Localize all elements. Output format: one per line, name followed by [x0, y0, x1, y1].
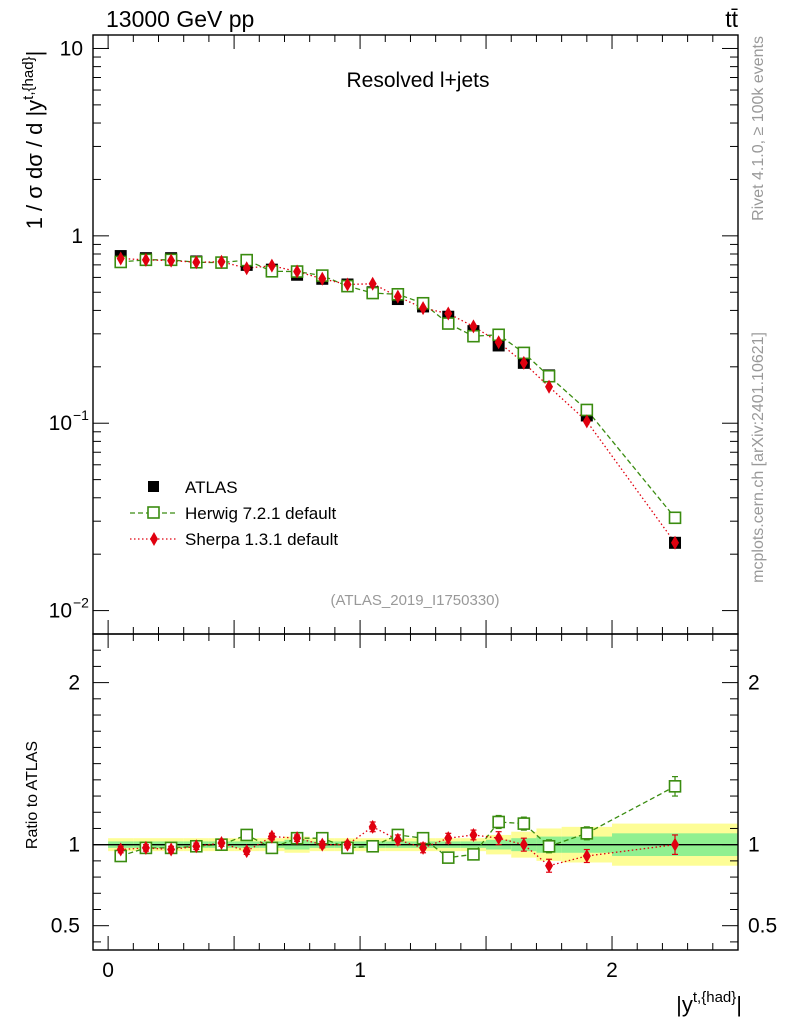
sherpa-main-point — [343, 277, 352, 292]
herwig-ratio-point — [467, 848, 480, 861]
process-label: tt̄ — [725, 6, 738, 32]
sherpa-main-point — [671, 535, 680, 550]
main-y-tick-label: 10 — [60, 37, 83, 60]
sherpa-ratio-point — [242, 844, 251, 859]
herwig-ratio-point — [441, 851, 455, 864]
x-tick-label: 2 — [606, 959, 618, 982]
sherpa-main-point — [217, 254, 226, 269]
sherpa-ratio-point — [671, 837, 680, 852]
sherpa-main-point — [582, 414, 591, 429]
main-y-tick-label: 10 — [49, 412, 72, 435]
sherpa-ratio-point — [116, 842, 125, 857]
x-tick-label: 0 — [102, 959, 114, 982]
svg-text:|yt,{had}|: |yt,{had}| — [676, 989, 742, 1017]
sherpa-ratio-point — [393, 832, 402, 847]
sherpa-main-point — [469, 319, 478, 334]
sherpa-ratio-point — [343, 837, 352, 852]
ratio-y-tick-label-right: 1 — [748, 834, 760, 857]
main-y-tick-label: 1 — [71, 225, 83, 248]
sherpa-main-point — [192, 255, 201, 270]
sherpa-ratio-point — [545, 858, 554, 873]
ratio-y-tick-label: 1 — [68, 834, 80, 857]
sherpa-main-point — [167, 253, 176, 268]
sherpa-main-point — [444, 306, 453, 321]
sherpa-ratio-point — [419, 840, 428, 855]
sherpa-ratio-point — [217, 836, 226, 851]
chart-title: Resolved l+jets — [347, 69, 490, 92]
sherpa-ratio-point — [141, 840, 150, 855]
sherpa-main-point — [494, 335, 503, 350]
sherpa-main-point — [267, 258, 276, 273]
ratio-frame — [92, 633, 739, 951]
herwig-main-point — [668, 511, 682, 525]
herwig-ratio-point — [517, 817, 531, 830]
sherpa-main-point — [545, 379, 554, 394]
legend-herwig-label: Herwig 7.2.1 default — [185, 504, 336, 523]
sherpa-main-point — [419, 301, 428, 316]
herwig-ratio-point — [580, 827, 594, 840]
sherpa-main-point — [242, 261, 251, 276]
ratio-y-tick-label: 0.5 — [51, 915, 80, 938]
sherpa-ratio-point — [167, 842, 176, 857]
rivet-label: Rivet 4.1.0, ≥ 100k events — [750, 36, 767, 221]
x-tick-label: 1 — [354, 959, 366, 982]
main-y-tick-label: 10 — [49, 600, 72, 623]
ratio-y-tick-label-right: 0.5 — [748, 915, 777, 938]
sherpa-main-point — [393, 289, 402, 304]
sherpa-ratio-point — [267, 829, 276, 844]
sherpa-main-point — [141, 252, 150, 267]
herwig-main-line — [120, 259, 676, 519]
ratio-y-label: Ratio to ATLAS — [24, 741, 41, 849]
herwig-ratio-point — [542, 839, 556, 853]
sherpa-ratio-point — [192, 839, 201, 854]
main-y-tick-exponent: −2 — [73, 595, 89, 611]
legend-sherpa-label: Sherpa 1.3.1 default — [185, 530, 338, 549]
herwig-ratio-point — [668, 780, 682, 793]
herwig-ratio-point — [366, 839, 379, 853]
sherpa-ratio-point — [318, 837, 327, 852]
svg-text:1 / σ dσ / d |yt,{had}|: 1 / σ dσ / d |yt,{had}| — [20, 51, 47, 230]
sherpa-main-point — [318, 271, 327, 286]
main-y-tick-exponent: −1 — [73, 407, 89, 423]
sherpa-ratio-point — [444, 831, 453, 846]
x-axis-label: |yt,{had}| — [676, 989, 742, 1017]
sherpa-ratio-point — [293, 831, 302, 846]
sherpa-main-point — [116, 251, 125, 266]
legend-sherpa-marker — [150, 532, 158, 546]
herwig-ratio-point — [492, 815, 505, 829]
sherpa-ratio-point — [494, 831, 503, 846]
sherpa-main-point — [519, 355, 528, 370]
ratio-y-tick-label-right: 2 — [748, 672, 760, 695]
mcplots-label: mcplots.cern.ch [arXiv:2401.10621] — [750, 332, 767, 583]
legend-atlas-marker — [148, 481, 159, 492]
legend-herwig-marker — [147, 506, 160, 519]
sherpa-ratio-point — [469, 827, 478, 842]
sherpa-ratio-point — [368, 819, 377, 834]
sherpa-ratio-point — [582, 849, 591, 864]
sherpa-main-point — [368, 276, 377, 291]
legend: ATLAS Herwig 7.2.1 default Sherpa 1.3.1 … — [130, 478, 338, 549]
analysis-label: (ATLAS_2019_I1750330) — [330, 592, 499, 609]
main-y-label: 1 / σ dσ / d |yt,{had}| — [20, 51, 47, 230]
ratio-y-tick-label: 2 — [68, 672, 80, 695]
herwig-ratio-point — [240, 828, 253, 842]
herwig-main-point — [580, 403, 594, 417]
herwig-ratio-point — [265, 841, 279, 855]
legend-atlas-label: ATLAS — [185, 478, 238, 497]
sherpa-main-point — [293, 264, 302, 279]
sherpa-ratio-point — [519, 837, 528, 852]
energy-label: 13000 GeV pp — [106, 6, 254, 32]
